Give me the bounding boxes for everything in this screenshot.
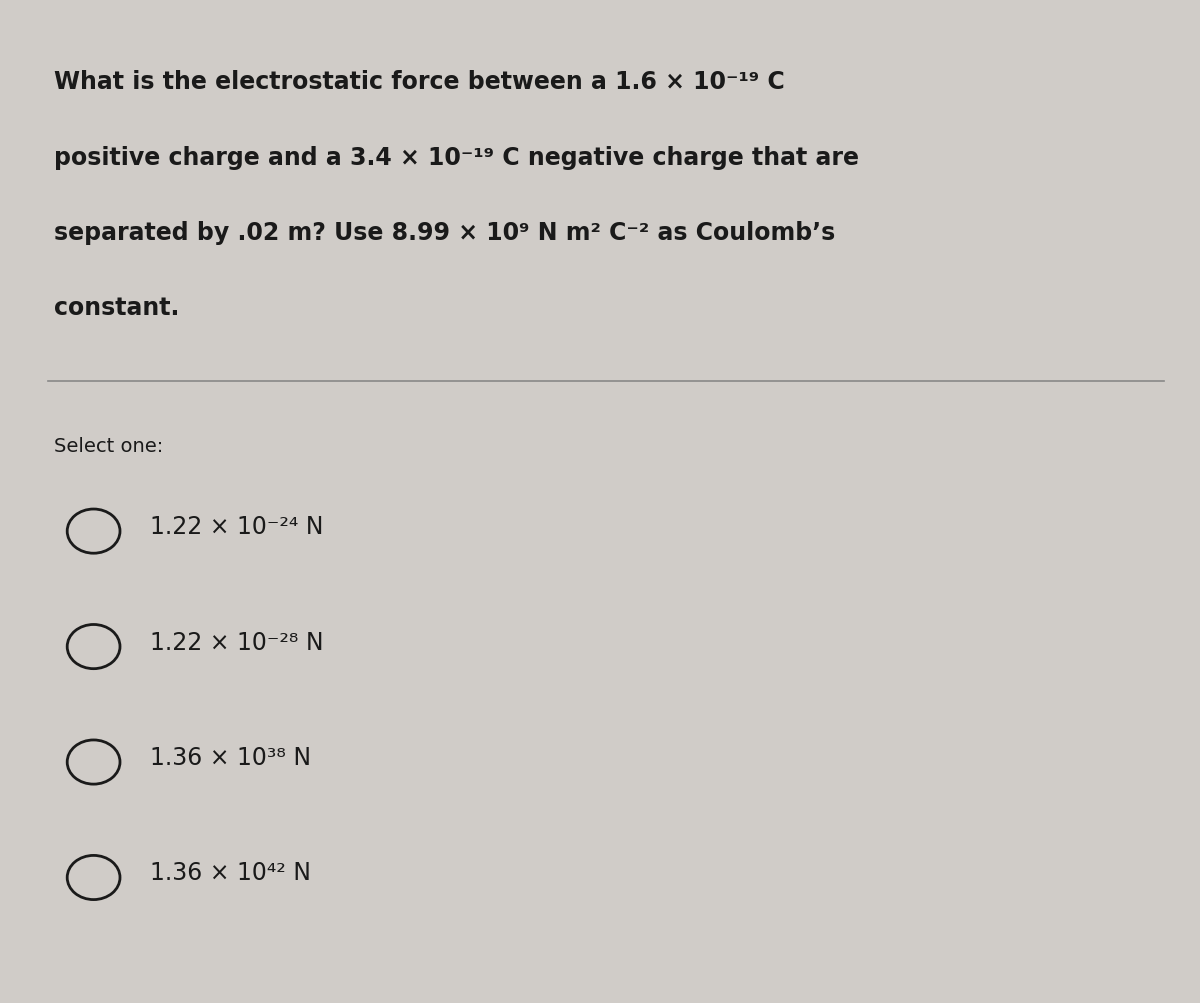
Text: 1.36 × 10³⁸ N: 1.36 × 10³⁸ N: [150, 745, 311, 769]
Text: 1.36 × 10⁴² N: 1.36 × 10⁴² N: [150, 861, 311, 885]
Text: 1.22 × 10⁻²⁸ N: 1.22 × 10⁻²⁸ N: [150, 630, 324, 654]
Text: Select one:: Select one:: [54, 436, 163, 455]
Text: constant.: constant.: [54, 296, 179, 320]
Text: separated by .02 m? Use 8.99 × 10⁹ N m² C⁻² as Coulomb’s: separated by .02 m? Use 8.99 × 10⁹ N m² …: [54, 221, 835, 245]
Text: What is the electrostatic force between a 1.6 × 10⁻¹⁹ C: What is the electrostatic force between …: [54, 70, 785, 94]
Text: 1.22 × 10⁻²⁴ N: 1.22 × 10⁻²⁴ N: [150, 515, 324, 539]
Text: positive charge and a 3.4 × 10⁻¹⁹ C negative charge that are: positive charge and a 3.4 × 10⁻¹⁹ C nega…: [54, 145, 859, 170]
